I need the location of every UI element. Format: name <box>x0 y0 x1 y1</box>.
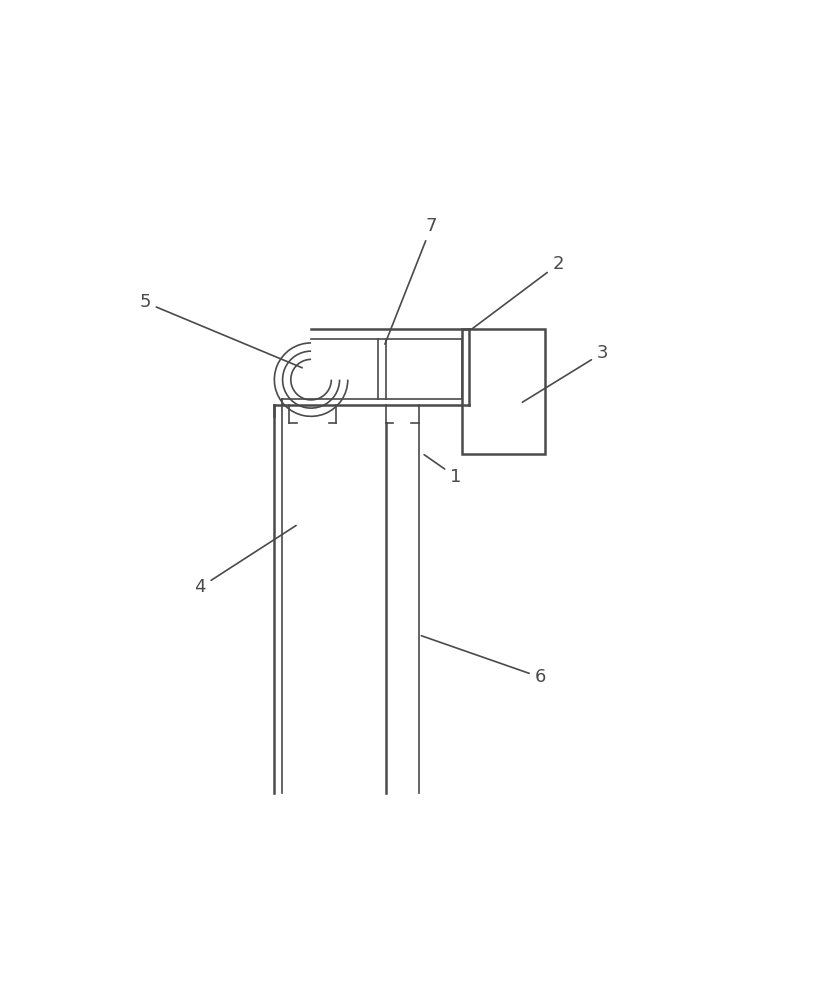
Text: 7: 7 <box>385 217 437 344</box>
Text: 6: 6 <box>422 636 546 686</box>
Text: 2: 2 <box>471 255 564 329</box>
Bar <box>462 329 545 454</box>
Text: 4: 4 <box>194 526 296 596</box>
Text: 1: 1 <box>424 455 461 486</box>
Text: 5: 5 <box>140 293 302 368</box>
Text: 3: 3 <box>522 344 608 402</box>
